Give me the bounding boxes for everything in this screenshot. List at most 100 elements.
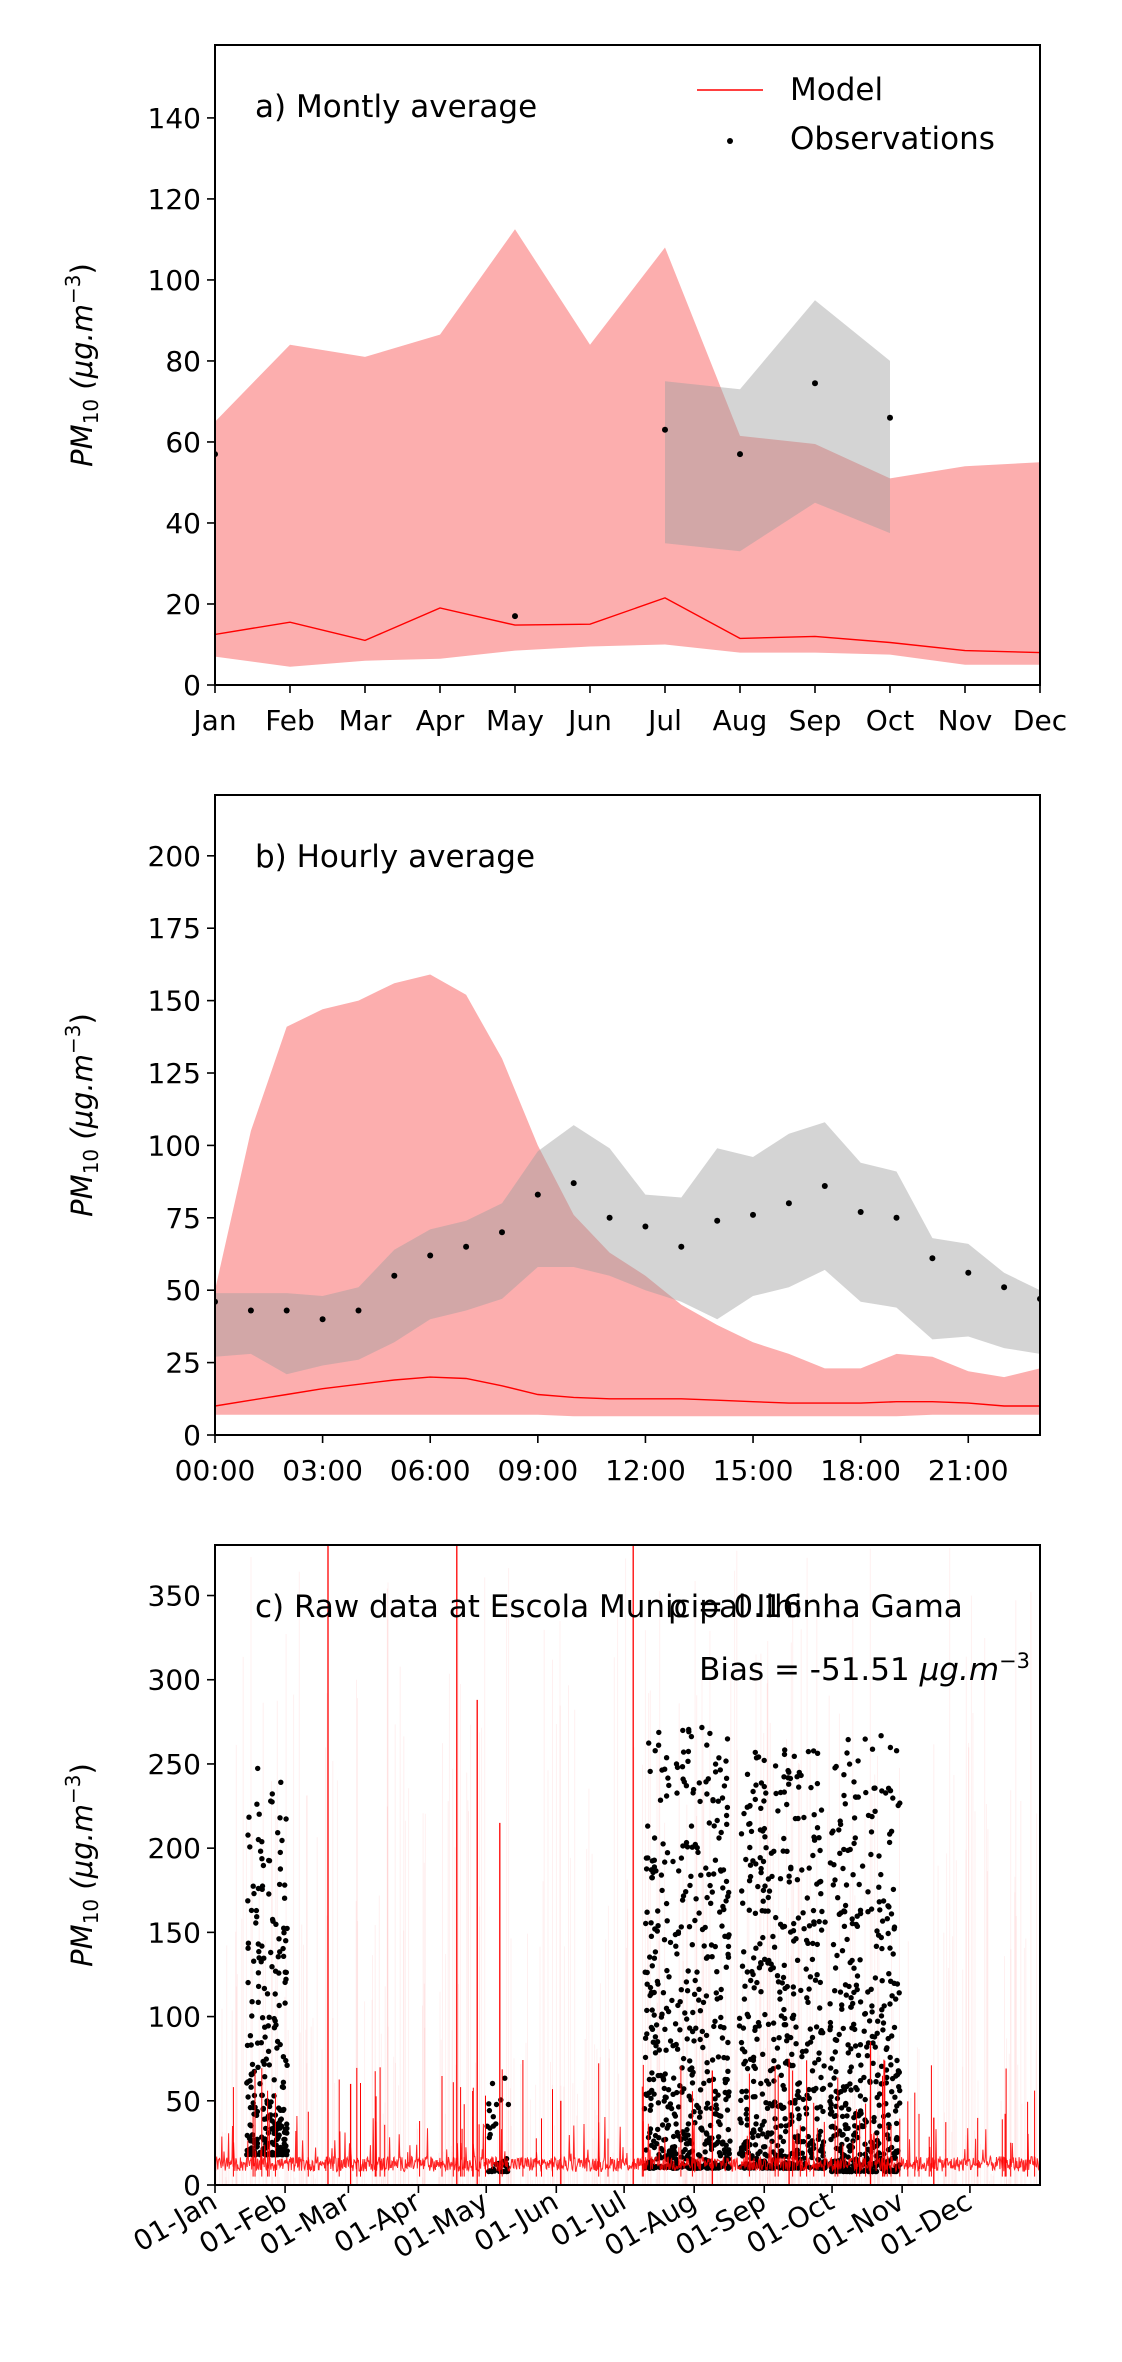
observation-point — [704, 2100, 711, 2106]
observation-point — [871, 2114, 877, 2121]
observation-point — [772, 1763, 779, 1769]
observation-point — [752, 1749, 758, 1756]
observation-point — [724, 2107, 731, 2113]
observation-point — [261, 1985, 268, 1992]
observation-point — [781, 2006, 787, 2013]
observation-point — [799, 2150, 805, 2156]
observation-point — [711, 1823, 717, 1829]
observation-point — [263, 2056, 269, 2062]
observation-point — [1001, 1284, 1008, 1291]
observation-point — [796, 1784, 802, 1790]
observation-point — [751, 1955, 757, 1961]
observation-point — [700, 2044, 706, 2051]
y-tick-label: 50 — [165, 2085, 201, 2118]
observation-point — [701, 2080, 707, 2086]
observation-point — [761, 2118, 767, 2125]
observation-point — [663, 1793, 670, 1799]
observation-point — [845, 1847, 851, 1854]
panel-c-bias: Bias = -51.51 μg.m−3 — [699, 1649, 1030, 1688]
observation-point — [833, 2037, 840, 2044]
observation-point — [846, 2106, 852, 2112]
y-tick-label: 100 — [148, 264, 201, 297]
observation-point — [652, 1926, 658, 1932]
observation-point — [843, 2122, 849, 2128]
observation-point — [817, 1847, 823, 1854]
x-tick-label: Nov — [938, 704, 993, 737]
observation-point — [816, 1918, 822, 1925]
observation-point — [862, 2141, 868, 2147]
observation-point — [893, 2120, 900, 2127]
observation-point — [870, 2040, 876, 2046]
observation-point — [832, 1965, 839, 1971]
observation-point — [718, 1986, 724, 1993]
panel-a: 0 20 40 60 80 100 120 140 Jan Feb Mar Apr May Jun Jul A… — [61, 44, 1067, 737]
observation-point — [889, 2033, 895, 2039]
observation-point — [679, 1764, 686, 1770]
observation-point — [794, 1957, 801, 1964]
observation-point — [806, 1865, 812, 1871]
observation-point — [820, 2149, 826, 2156]
model-mean-line — [215, 1376, 1040, 1407]
observation-point — [686, 1729, 692, 1735]
observation-point — [782, 1747, 788, 1753]
observation-point — [669, 2144, 676, 2150]
observation-point — [827, 2082, 833, 2088]
observation-point — [666, 1782, 672, 1789]
observation-point — [803, 2105, 809, 2111]
observation-point — [800, 2126, 806, 2132]
observation-point — [818, 1807, 825, 1813]
y-tick-label: 0 — [183, 2169, 201, 2202]
observation-point — [283, 1816, 289, 1822]
observation-point — [857, 2042, 864, 2048]
observation-point — [773, 1914, 779, 1921]
observation-point — [818, 1927, 825, 1933]
observation-point — [693, 2025, 699, 2031]
observation-point — [876, 1899, 882, 1905]
legend-observations-marker — [727, 138, 733, 144]
observation-point — [851, 1779, 857, 1785]
observation-point — [251, 2137, 257, 2143]
x-tick-label: 00:00 — [175, 1454, 256, 1487]
observation-point — [721, 2025, 727, 2031]
observation-point — [868, 1851, 874, 1858]
observation-point — [258, 1959, 264, 1965]
observation-point — [661, 1937, 668, 1943]
observation-point — [647, 1954, 653, 1960]
observation-point — [250, 1883, 256, 1889]
observation-point — [892, 2154, 898, 2160]
observation-point — [782, 2128, 789, 2135]
observation-point — [790, 1928, 797, 1934]
observation-point — [782, 2116, 788, 2122]
observation-point — [260, 1862, 267, 1869]
observation-point — [282, 2000, 288, 2006]
observation-point — [754, 2036, 760, 2042]
observation-point — [692, 1977, 698, 1984]
observation-point — [784, 1848, 790, 1855]
observation-point — [878, 2013, 885, 2019]
observation-point — [796, 2094, 802, 2101]
observation-point — [676, 1868, 682, 1874]
observation-point — [852, 1835, 858, 1841]
observation-point — [757, 1827, 764, 1833]
observation-point — [827, 2098, 833, 2105]
observation-point — [872, 2044, 878, 2050]
observation-point — [696, 2114, 703, 2120]
observation-point — [869, 1746, 876, 1752]
observation-point — [674, 2046, 681, 2052]
observation-point — [762, 2151, 768, 2157]
observation-point — [753, 1782, 759, 1788]
observation-point — [745, 2013, 752, 2020]
observation-point — [758, 2080, 764, 2087]
observation-point — [739, 1963, 746, 1969]
observation-point — [662, 426, 668, 433]
observation-point — [274, 2126, 281, 2132]
observation-point — [655, 1742, 662, 1748]
observation-point — [717, 1994, 724, 2001]
observation-point — [280, 2054, 287, 2060]
observation-point — [861, 2074, 867, 2081]
observation-point — [868, 1829, 875, 1835]
observation-point — [757, 2126, 763, 2133]
observation-point — [699, 1724, 705, 1731]
observation-point — [249, 1999, 255, 2005]
observation-point — [790, 1991, 797, 1997]
